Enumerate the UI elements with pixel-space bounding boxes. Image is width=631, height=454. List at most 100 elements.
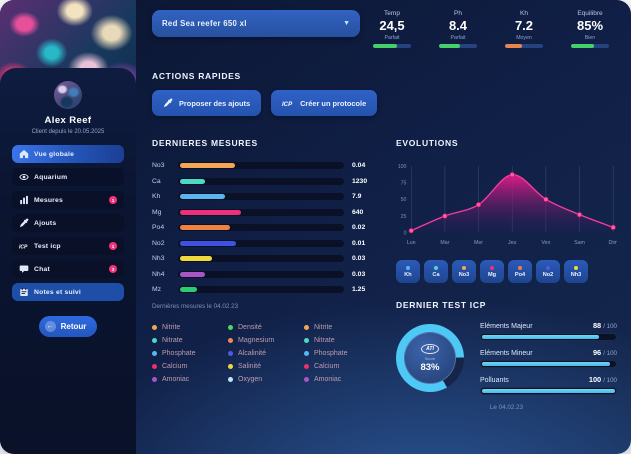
measure-value: 0.02 [352, 224, 366, 232]
legend-item-alcalinite: Alcalinité [228, 347, 304, 360]
notification-badge: 3 [109, 265, 117, 273]
stat-status: Moyen [516, 35, 532, 41]
chip-label: Kh [404, 271, 412, 278]
sidebar-item-aquarium[interactable]: Aquarium [12, 168, 124, 186]
measures-list: No3 0.04 Ca 1230 Kh 7.9 Mg 640 Po4 0.02 No2 0.01 Nh3… [152, 160, 380, 296]
chip-dot [574, 265, 578, 270]
chip-label: No3 [458, 271, 470, 278]
legend-label: Oxygen [238, 375, 263, 383]
sidebar-item-label: Test icp [34, 242, 61, 250]
sidebar-item-label: Aquarium [34, 173, 68, 181]
ati-logo: ATI [421, 343, 439, 354]
measure-bar [178, 270, 344, 278]
measure-label: Nh4 [152, 270, 165, 278]
chip-mg[interactable]: Mg [480, 260, 504, 283]
svg-text:Sam: Sam [574, 240, 585, 246]
svg-text:Mar: Mar [440, 240, 449, 246]
chip-no3[interactable]: No3 [452, 260, 476, 283]
legend-dot [228, 350, 233, 356]
chip-dot [406, 265, 410, 270]
legend-label: Alcalinité [238, 349, 267, 357]
sidebar-item-chat[interactable]: Chat 3 [12, 260, 124, 278]
right-column: EVOLUTIONS 0 25 50 75 100 Lun Mar Mer Jeu Ven Sam D… [396, 138, 619, 454]
legend-dot [304, 337, 309, 343]
legend-dot [228, 376, 233, 382]
pipette-icon [19, 218, 29, 228]
chip-kh[interactable]: Kh [396, 260, 420, 283]
sidebar-item-label: Vue globale [34, 150, 75, 158]
legend-dot [304, 324, 309, 330]
home-icon [19, 149, 29, 159]
legend-label: Nitrate [314, 336, 335, 344]
arrow-left-icon: ← [44, 321, 56, 332]
svg-text:100: 100 [398, 164, 407, 170]
notes-icon [19, 287, 29, 297]
evolutions-chart: 0 25 50 75 100 Lun Mar Mer Jeu Ven Sam Dim [398, 164, 617, 246]
measure-value: 0.01 [352, 239, 366, 247]
svg-text:ICP: ICP [282, 101, 293, 107]
proposer-des-ajouts-button[interactable]: Proposer des ajouts [152, 90, 262, 116]
icp-bar-label: Eléments Mineur [480, 350, 533, 357]
sidebar: Alex Reef Client depuis le 20.05.2025 Vu… [0, 0, 136, 454]
legend-item-amoniac: Amoniac [152, 373, 228, 386]
legend-label: Calcium [314, 362, 340, 370]
icp-bar-polluants: Polluants 100 / 100 [480, 375, 617, 395]
legend-dot [152, 350, 157, 356]
tank-selector-value: Red Sea reefer 650 xl [162, 19, 247, 28]
notification-badge: 1 [109, 242, 117, 250]
measure-row-kh: Kh 7.9 [152, 191, 380, 203]
action-button-label: Proposer des ajouts [179, 98, 251, 108]
chip-dot [434, 265, 438, 270]
quick-actions-title: ACTIONS RAPIDES [152, 71, 241, 81]
legend-item-salinite: Salinité [228, 360, 304, 373]
icp-bars: Eléments Majeur 88 / 100 Eléments Mineur 96… [480, 321, 617, 395]
tank-selector-dropdown[interactable]: Red Sea reefer 650 xl ▼ [152, 10, 360, 37]
sidebar-item-ajouts[interactable]: Ajouts [12, 214, 124, 232]
icp-icon: ICP [19, 241, 29, 251]
creer-un-protocole-button[interactable]: ICP Créer un protocole [271, 90, 378, 116]
legend-dot [304, 363, 309, 369]
measure-label: Mz [152, 286, 162, 294]
measures-legend: Nitrite Nitrate Phosphate Calcium Amoniac Den… [152, 321, 380, 386]
chip-label: Nh3 [570, 271, 582, 278]
icp-bar-track [480, 333, 617, 341]
stat-label: Temp [384, 10, 400, 17]
legend-label: Nitrite [314, 323, 333, 331]
measure-value: 1230 [352, 177, 368, 185]
avatar [54, 81, 82, 109]
main-content: Red Sea reefer 650 xl ▼ Temp 24,5 Parfait P… [136, 0, 631, 454]
measure-row-ca: Ca 1230 [152, 176, 380, 188]
user-name: Alex Reef [44, 115, 92, 126]
measure-value: 1.25 [352, 286, 366, 294]
stat-value: 24,5 [379, 18, 405, 33]
topbar: Red Sea reefer 650 xl ▼ Temp 24,5 Parfait P… [152, 10, 619, 48]
icp-bar-track [480, 387, 617, 395]
chip-no2[interactable]: No2 [536, 260, 560, 283]
sidebar-item-vue-globale[interactable]: Vue globale [12, 145, 124, 163]
legend-dot [152, 376, 157, 382]
gauge-value: 83% [420, 361, 440, 373]
chip-nh3[interactable]: Nh3 [564, 260, 588, 283]
action-button-label: Créer un protocole [300, 98, 367, 108]
back-button[interactable]: ← Retour [38, 316, 98, 337]
icp-bar-value: 96 / 100 [592, 348, 617, 357]
stat-label: Kh [520, 10, 528, 17]
chip-ca[interactable]: Ca [424, 260, 448, 283]
measure-row-mz: Mz 1.25 [152, 284, 380, 296]
measure-label: No3 [152, 162, 165, 170]
measure-label: Nh3 [152, 255, 165, 263]
user-subtitle: Client depuis le 20.05.2025 [31, 129, 105, 135]
sidebar-item-mesures[interactable]: Mesures 1 [12, 191, 124, 209]
legend-dot [228, 337, 233, 343]
legend-dot [304, 376, 309, 382]
icp-bar-elements-mineur: Eléments Mineur 96 / 100 [480, 348, 617, 368]
sidebar-item-notes-et-suivi[interactable]: Notes et suivi [12, 283, 124, 301]
chip-po4[interactable]: Po4 [508, 260, 532, 283]
stats-row: Temp 24,5 Parfait Ph 8.4 Parfait Kh 7.2 Moyen Equ… [367, 10, 619, 48]
legend-item-densite: Densité [228, 321, 304, 334]
chip-dot [462, 265, 466, 270]
stat-kh: Kh 7.2 Moyen [499, 10, 549, 48]
legend-dot [152, 337, 157, 343]
sidebar-item-test-icp[interactable]: ICP Test icp 1 [12, 237, 124, 255]
bar-chart-icon [19, 195, 29, 205]
